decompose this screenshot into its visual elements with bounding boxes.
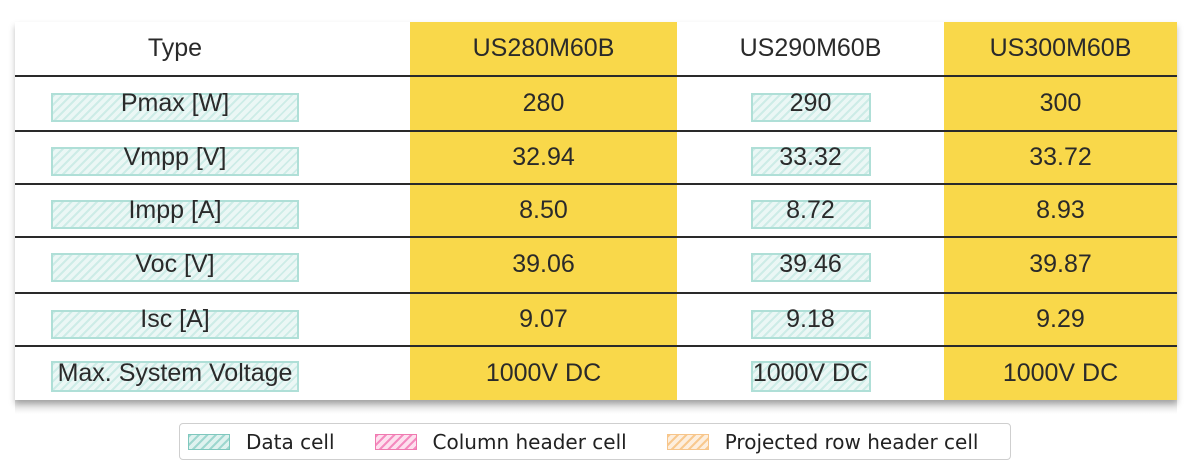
row-label-max-system-voltage: Max. System Voltage	[15, 346, 335, 400]
table-cell: 8.93	[944, 184, 1177, 236]
legend-item-projected-row-header-cell: Projected row header cell	[666, 429, 979, 454]
row-label: Max. System Voltage	[57, 358, 293, 387]
table-cell: 9.29	[944, 293, 1177, 345]
legend-label: Column header cell	[432, 429, 627, 454]
row-label: Impp [A]	[128, 195, 222, 224]
data-cell-highlight	[51, 93, 299, 122]
row-label-isc: Isc [A]	[15, 293, 335, 345]
table-cell: 39.46	[677, 237, 944, 292]
table-cell: 9.07	[410, 293, 677, 345]
header-cell-type: Type	[15, 22, 335, 75]
table-cell: 9.18	[677, 293, 944, 345]
cell-value: 280	[522, 88, 565, 117]
data-cell-highlight	[51, 253, 299, 282]
cell-value: 8.93	[1036, 195, 1085, 224]
data-cell-highlight	[51, 361, 299, 392]
column-highlight-us300	[944, 22, 1177, 400]
data-cell-highlight	[751, 200, 871, 229]
row-label-impp: Impp [A]	[15, 184, 335, 236]
cell-value: 39.06	[512, 250, 575, 278]
table-shadow	[15, 400, 1177, 414]
cell-value: 1000V DC	[485, 358, 602, 387]
table-cell: 8.50	[410, 184, 677, 236]
cell-value: 8.72	[786, 195, 835, 224]
legend: Data cell Column header cell Projected r…	[179, 423, 1011, 460]
row-rule	[15, 236, 1177, 238]
table-cell: 32.94	[410, 131, 677, 183]
table-cell: 33.32	[677, 131, 944, 183]
cell-value: 9.29	[1036, 304, 1085, 333]
cell-value: 1000V DC	[752, 358, 869, 387]
data-cell-highlight	[51, 310, 299, 339]
data-cell-swatch-icon	[188, 433, 230, 450]
row-label: Isc [A]	[140, 304, 210, 333]
cell-value: 9.07	[519, 304, 568, 333]
table-cell: 8.72	[677, 184, 944, 236]
table-cell: 1000V DC	[410, 346, 677, 400]
projected-row-header-swatch-icon	[666, 433, 709, 450]
data-cell-highlight	[751, 310, 871, 339]
legend-item-data-cell: Data cell	[188, 430, 335, 454]
cell-value: 33.32	[779, 142, 842, 171]
table-cell: 33.72	[944, 131, 1177, 183]
cell-value: 1000V DC	[1002, 358, 1119, 387]
cell-value: 33.72	[1029, 142, 1092, 171]
table-cell: 1000V DC	[677, 346, 944, 400]
row-rule	[15, 345, 1177, 347]
header-label: Type	[147, 34, 203, 62]
cell-value: 32.94	[512, 142, 575, 171]
table-cell: 39.06	[410, 237, 677, 292]
spec-table: Type US280M60B US290M60B US300M60B Pmax …	[15, 22, 1177, 400]
cell-value: 39.46	[779, 250, 842, 278]
row-label-vmpp: Vmpp [V]	[15, 131, 335, 183]
row-label: Voc [V]	[135, 250, 215, 278]
data-cell-highlight	[51, 147, 299, 176]
row-rule	[15, 130, 1177, 132]
table-cell: 300	[944, 76, 1177, 130]
row-label: Vmpp [V]	[123, 142, 227, 171]
cell-value: 8.50	[519, 195, 568, 224]
table-cell: 39.87	[944, 237, 1177, 292]
header-label: US280M60B	[472, 34, 615, 62]
header-cell-us300: US300M60B	[944, 22, 1177, 75]
legend-label: Data cell	[246, 429, 335, 454]
row-rule	[15, 292, 1177, 294]
header-label: US290M60B	[739, 34, 882, 62]
data-cell-highlight	[51, 200, 299, 229]
table-cell: 280	[410, 76, 677, 130]
cell-value: 39.87	[1029, 250, 1092, 278]
column-header-swatch-icon	[374, 433, 417, 450]
data-cell-highlight	[751, 361, 871, 392]
data-cell-highlight	[751, 253, 871, 282]
table-cell: 1000V DC	[944, 346, 1177, 400]
header-rule	[15, 75, 1177, 77]
row-label: Pmax [W]	[120, 88, 230, 117]
row-label-pmax: Pmax [W]	[15, 76, 335, 130]
cell-value: 300	[1039, 88, 1082, 117]
row-label-voc: Voc [V]	[15, 237, 335, 292]
header-cell-us280: US280M60B	[410, 22, 677, 75]
header-label: US300M60B	[989, 34, 1132, 62]
row-rule	[15, 183, 1177, 185]
table-cell: 290	[677, 76, 944, 130]
header-cell-us290: US290M60B	[677, 22, 944, 75]
legend-item-column-header-cell: Column header cell	[374, 429, 627, 454]
data-cell-highlight	[751, 147, 871, 176]
column-highlight-us280	[410, 22, 677, 400]
cell-value: 290	[789, 88, 832, 117]
data-cell-highlight	[751, 93, 871, 122]
legend-label: Projected row header cell	[724, 429, 979, 454]
cell-value: 9.18	[786, 304, 835, 333]
